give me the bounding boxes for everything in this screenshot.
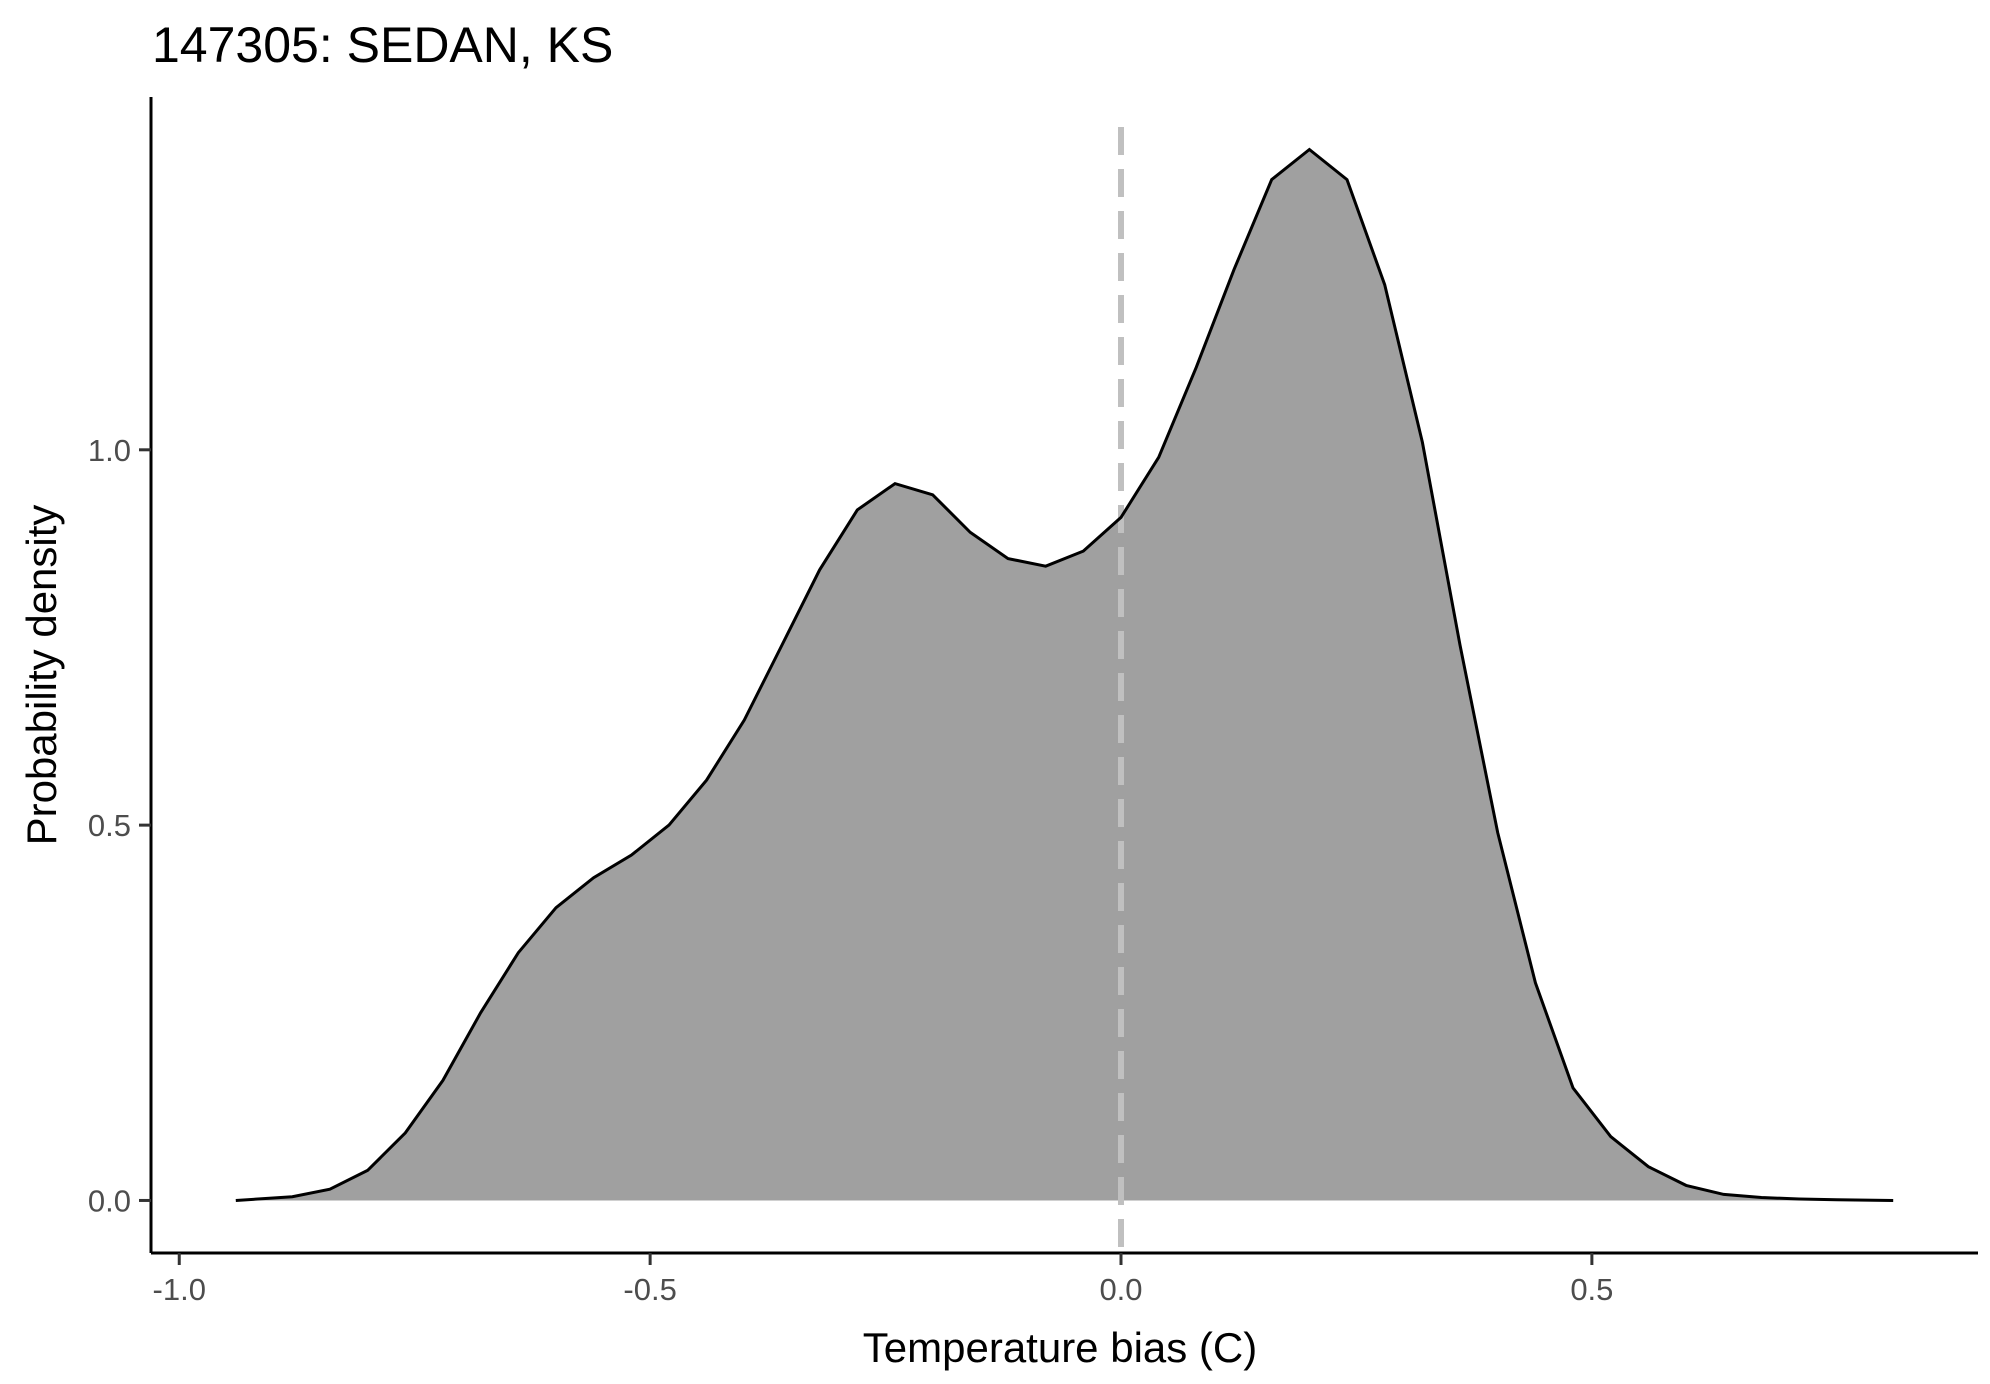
plot-area — [235, 127, 1894, 1253]
x-tick-label: 0.0 — [1099, 1272, 1142, 1307]
y-axis-label: Probability density — [18, 505, 65, 846]
x-axis-label: Temperature bias (C) — [863, 1324, 1257, 1371]
y-tick-label: 0.5 — [88, 808, 131, 843]
x-tick-label: 0.5 — [1570, 1272, 1613, 1307]
x-tick-label: -0.5 — [623, 1272, 676, 1307]
density-line — [235, 147, 1894, 1202]
y-axis-ticks: 0.0 0.5 1.0 — [88, 433, 151, 1218]
x-tick-label: -1.0 — [153, 1272, 206, 1307]
density-area — [235, 149, 1894, 1201]
y-tick-label: 0.0 — [88, 1183, 131, 1218]
x-axis-ticks: -1.0 -0.5 0.0 0.5 — [153, 1253, 1613, 1307]
y-tick-label: 1.0 — [88, 433, 131, 468]
chart-title: 147305: SEDAN, KS — [152, 17, 613, 73]
